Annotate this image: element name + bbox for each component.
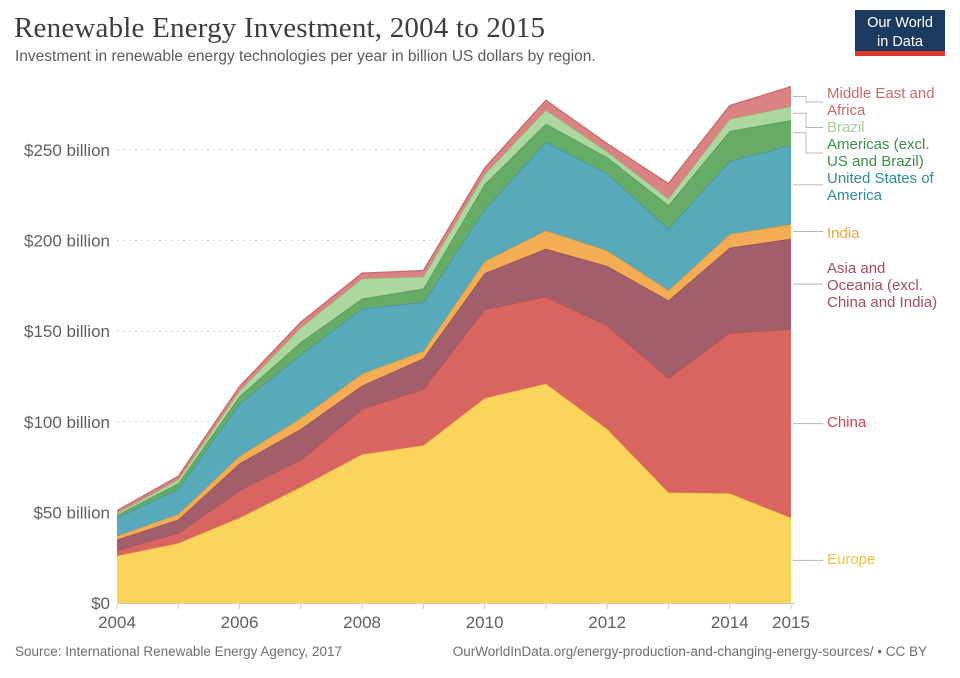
legend-label-line: Asia and xyxy=(827,260,886,277)
area-united_states[interactable] xyxy=(117,141,791,537)
area-asia_oceania[interactable] xyxy=(117,238,791,551)
x-axis-label-2004: 2004 xyxy=(98,613,136,632)
page-title: Renewable Energy Investment, 2004 to 201… xyxy=(14,12,546,44)
legend-connector-middle_east_africa xyxy=(793,96,823,103)
legend-item-americas[interactable]: Americas (excl. US and Brazil) xyxy=(827,136,959,170)
y-axis-label-200: $200 billion xyxy=(24,232,110,251)
legend-item-india[interactable]: India xyxy=(827,225,959,242)
license-label: CC BY xyxy=(885,644,927,659)
y-axis-label-0: $0 xyxy=(91,594,110,613)
legend-item-united_states[interactable]: United States of America xyxy=(827,170,959,204)
legend-item-europe[interactable]: Europe xyxy=(827,551,959,568)
area-europe[interactable] xyxy=(117,383,791,603)
legend-label-line: US and Brazil) xyxy=(827,153,924,170)
source-note: Source: International Renewable Energy A… xyxy=(15,644,342,659)
y-axis-label-50: $50 billion xyxy=(33,503,110,522)
x-axis-label-2006: 2006 xyxy=(221,613,259,632)
area-middle_east_africa[interactable] xyxy=(117,86,791,514)
legend-label-line: Brazil xyxy=(827,119,865,136)
legend-label-line: Oceania (excl. xyxy=(827,277,923,294)
owid-logo-line1: Our World xyxy=(867,15,933,31)
legend-connector-americas xyxy=(793,132,823,154)
legend-label-line: Europe xyxy=(827,551,876,568)
owid-url-link[interactable]: OurWorldInData.org/energy-production-and… xyxy=(452,644,874,659)
chart-subtitle: Investment in renewable energy technolog… xyxy=(15,48,596,65)
x-axis-label-2015: 2015 xyxy=(772,613,810,632)
legend-label-line: Africa xyxy=(827,102,866,119)
legend-item-asia_oceania[interactable]: Asia and Oceania (excl. China and India) xyxy=(827,260,959,311)
y-axis-label-100: $100 billion xyxy=(24,413,110,432)
y-axis-label-150: $150 billion xyxy=(24,322,110,341)
legend-item-china[interactable]: China xyxy=(827,414,959,431)
x-axis-label-2008: 2008 xyxy=(343,613,381,632)
legend-label-line: America xyxy=(827,187,883,204)
x-axis-label-2014: 2014 xyxy=(711,613,749,632)
legend-item-brazil[interactable]: Brazil xyxy=(827,119,959,136)
area-americas[interactable] xyxy=(117,120,791,518)
legend-label-line: United States of xyxy=(827,170,934,187)
area-brazil[interactable] xyxy=(117,106,791,516)
area-china[interactable] xyxy=(117,296,791,556)
legend-item-middle_east_africa[interactable]: Middle East and Africa xyxy=(827,85,959,119)
legend-connector-brazil xyxy=(793,112,823,128)
owid-logo-line2: in Data xyxy=(877,34,923,50)
x-axis-label-2010: 2010 xyxy=(466,613,504,632)
legend-label-line: India xyxy=(827,225,860,242)
y-axis-label-250: $250 billion xyxy=(24,141,110,160)
legend-label-line: Americas (excl. xyxy=(827,136,930,153)
legend-label-line: Middle East and xyxy=(827,85,935,102)
owid-logo[interactable]: Our World in Data xyxy=(855,10,945,56)
area-line-middle_east_africa xyxy=(116,85,792,512)
legend-label-line: China xyxy=(827,414,867,431)
x-axis-label-2012: 2012 xyxy=(588,613,626,632)
footer-separator: • xyxy=(877,644,882,659)
legend-label-line: China and India) xyxy=(827,294,938,311)
